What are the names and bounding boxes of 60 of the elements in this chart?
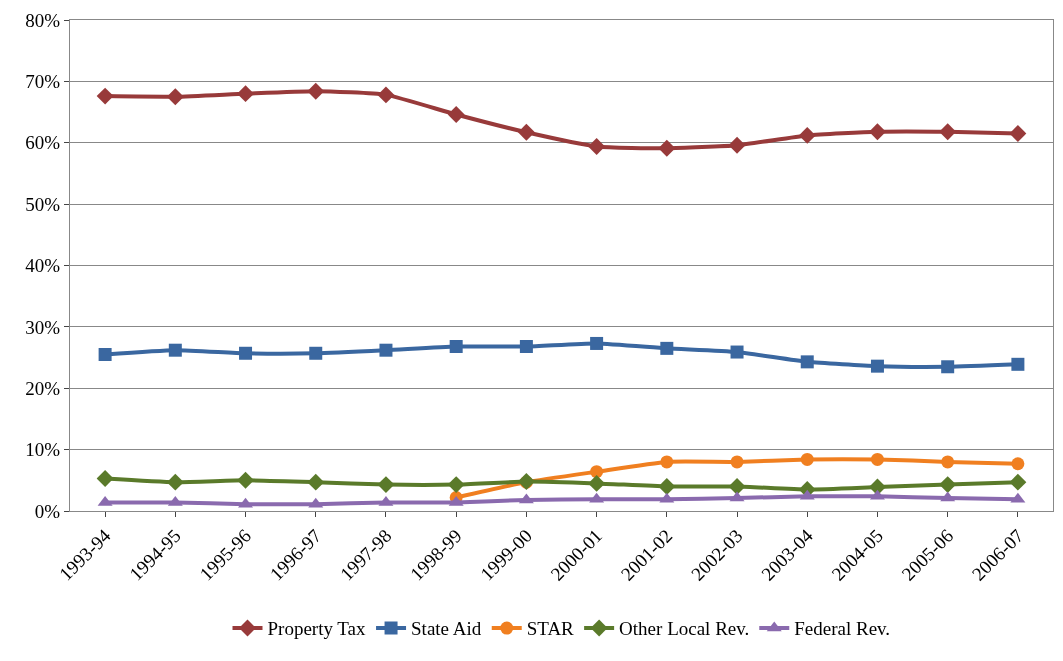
point [660,341,674,355]
point [517,123,535,141]
point [800,452,814,466]
point [96,470,114,487]
point [939,476,957,494]
point [96,87,114,105]
y-tick-label: 50% [25,193,61,215]
y-tick-label: 10% [25,439,61,461]
y-tick-label: 0% [34,500,61,522]
point [1009,473,1027,491]
y-tick-label: 20% [25,377,61,399]
point [730,345,744,359]
point [377,476,395,494]
point [377,86,395,104]
point [658,478,676,495]
point [870,359,884,373]
point [660,455,674,469]
point [588,137,606,155]
legend-label: Other Local Rev. [619,618,750,640]
point [590,336,604,350]
point [1011,457,1025,471]
legend-label: Federal Rev. [794,618,891,640]
point [307,473,325,491]
point [869,123,886,141]
point [379,343,393,357]
legend-label: STAR [526,618,575,640]
point [309,346,323,360]
point [870,452,884,466]
point [449,340,463,354]
point [447,106,465,123]
point [239,346,253,360]
point [798,126,816,144]
point [237,471,254,489]
point [1011,357,1025,371]
y-tick-label: 30% [25,316,61,338]
point [800,355,814,369]
point [307,82,325,100]
point [728,136,746,154]
y-tick-label: 80% [25,9,61,31]
y-tick-label: 70% [25,71,61,93]
point [98,347,112,361]
point [941,455,955,469]
point [168,343,182,357]
point [519,340,533,354]
point [730,455,744,469]
y-tick-label: 40% [25,255,61,277]
legend-label: State Aid [411,618,482,640]
point [590,465,604,479]
point [728,478,746,495]
point [166,473,184,491]
point [941,360,955,374]
point [658,139,676,157]
point [588,474,606,492]
point [166,88,184,106]
point [237,85,254,103]
y-tick-label: 60% [25,132,61,154]
point [447,476,465,494]
point [939,123,957,141]
legend-label: Property Tax [267,618,367,640]
point [1009,125,1027,142]
